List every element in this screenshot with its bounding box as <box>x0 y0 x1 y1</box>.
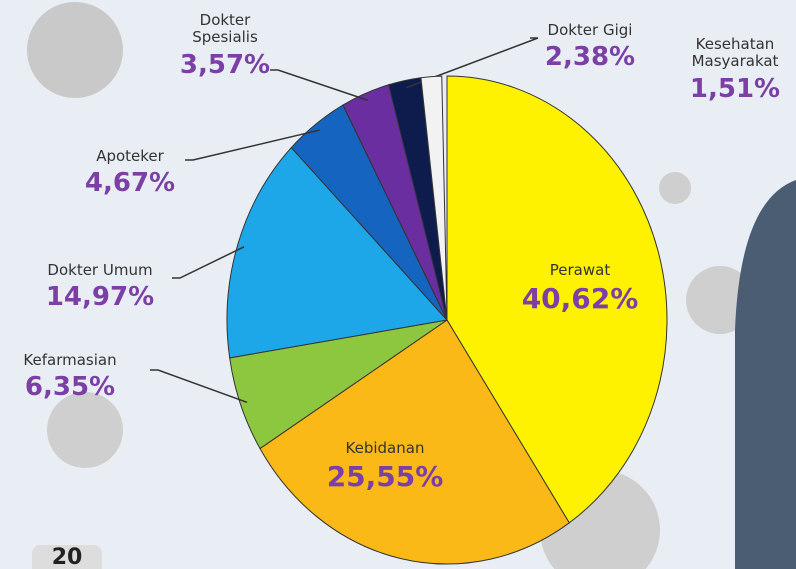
slice-label: Dokter Gigi 2,38% <box>515 22 665 73</box>
value-label: 6,35% <box>0 373 145 403</box>
category-label: Kebidanan <box>310 440 460 457</box>
category-label: Dokter Spesialis <box>180 12 270 47</box>
value-label: 40,62% <box>505 283 655 315</box>
decor-circle <box>47 392 123 468</box>
category-label: Kefarmasian <box>0 352 145 369</box>
category-label: Dokter Gigi <box>515 22 665 39</box>
category-label: Perawat <box>505 262 655 279</box>
value-label: 14,97% <box>25 283 175 313</box>
slice-label: Kesehatan Masyarakat 1,51% <box>660 36 796 104</box>
decor-circle <box>27 2 123 98</box>
slice-label: Kebidanan 25,55% <box>310 440 460 493</box>
value-label: 3,57% <box>150 51 300 81</box>
slice-label: Dokter Umum 14,97% <box>25 262 175 313</box>
value-label: 2,38% <box>515 43 665 73</box>
slice-label: Kefarmasian 6,35% <box>0 352 145 403</box>
category-label: Kesehatan Masyarakat <box>690 36 780 71</box>
slice-label: Perawat 40,62% <box>505 262 655 315</box>
page-number: 20 <box>32 545 102 569</box>
slice-label: Apoteker 4,67% <box>55 148 205 199</box>
value-label: 4,67% <box>55 169 205 199</box>
value-label: 25,55% <box>310 461 460 493</box>
value-label: 1,51% <box>660 75 796 105</box>
decor-circle <box>659 172 691 204</box>
category-label: Apoteker <box>55 148 205 165</box>
decor-shape <box>735 180 796 569</box>
page: 20 Perawat 40,62% Kebidanan 25,55% Kefarmasi… <box>0 0 796 569</box>
slice-label: Dokter Spesialis 3,57% <box>150 12 300 80</box>
category-label: Dokter Umum <box>25 262 175 279</box>
